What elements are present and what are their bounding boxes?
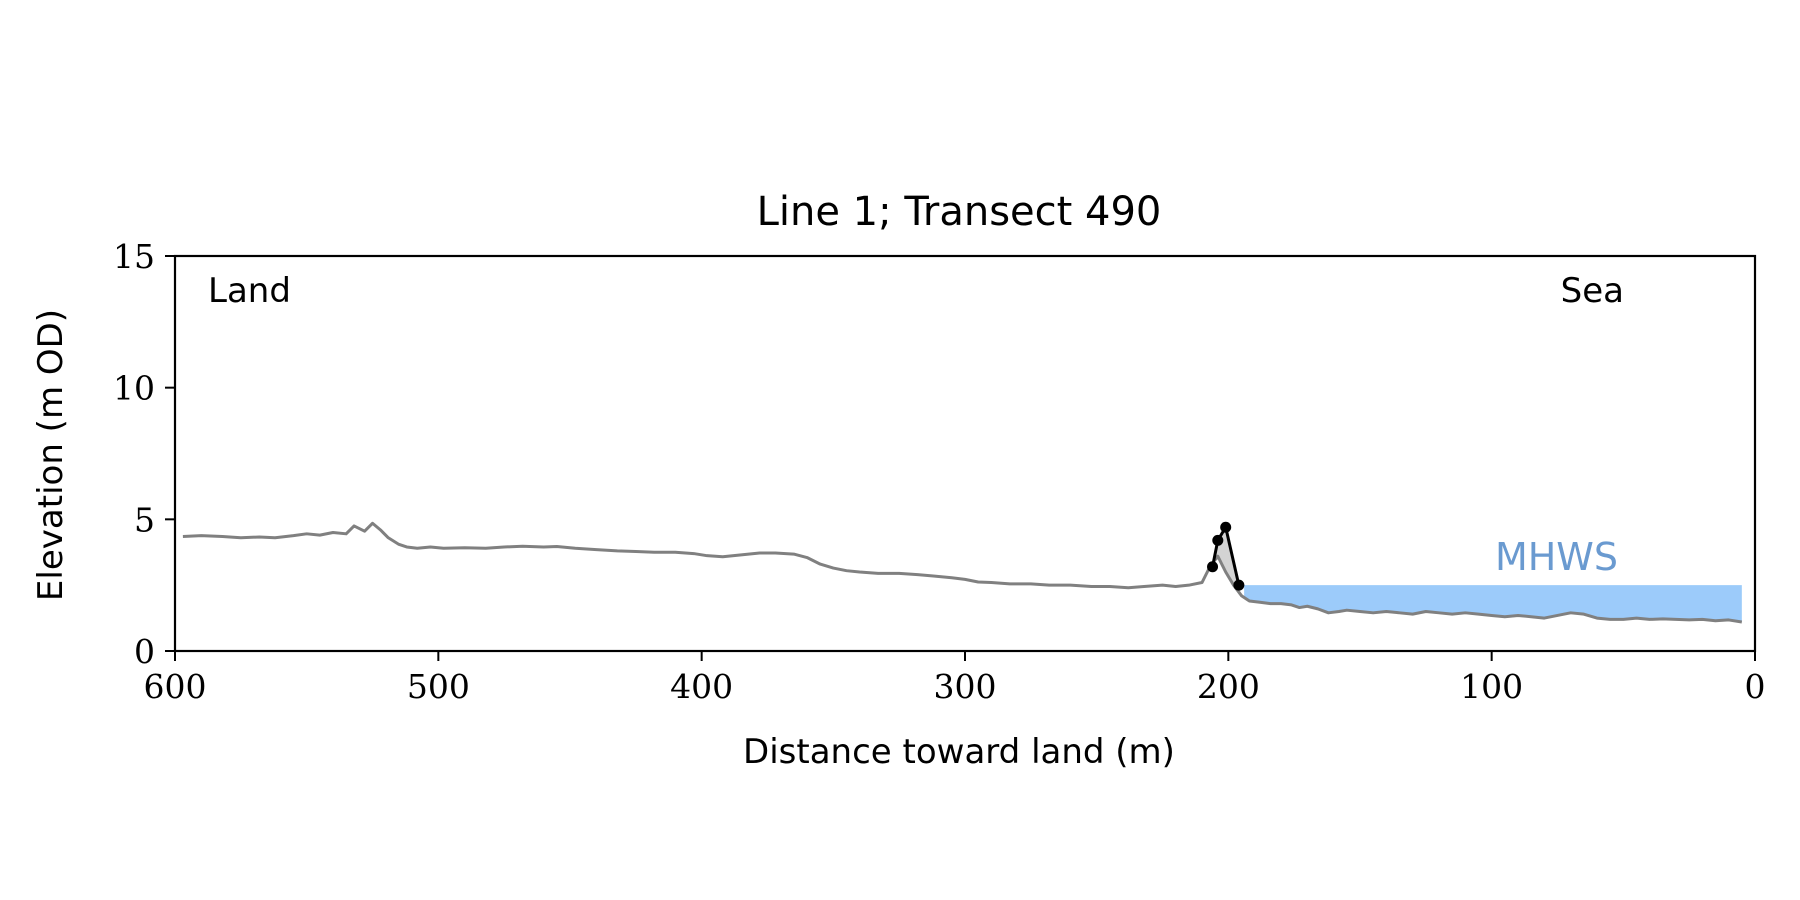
sea-label: Sea (1561, 271, 1624, 311)
y-axis-title: Elevation (m OD) (31, 309, 71, 601)
chart-title: Line 1; Transect 490 (757, 189, 1162, 235)
x-tick-label-400: 400 (670, 667, 733, 706)
y-tick-label-10: 10 (113, 369, 155, 408)
y-tick-label-0: 0 (134, 632, 155, 671)
x-tick-label-200: 200 (1197, 667, 1260, 706)
land-label: Land (208, 271, 291, 311)
dune-crest-line (1211, 523, 1241, 586)
x-tick-label-0: 0 (1745, 667, 1766, 706)
mhws-water-area (1244, 585, 1742, 623)
x-tick-label-300: 300 (934, 667, 997, 706)
dune-point-0 (1207, 561, 1219, 573)
x-tick-label-100: 100 (1460, 667, 1523, 706)
dune-point-3 (1233, 579, 1245, 591)
x-tick-label-500: 500 (407, 667, 470, 706)
dune-point-1 (1212, 534, 1224, 546)
plot-layer (182, 521, 1743, 624)
y-tick-label-15: 15 (113, 237, 155, 276)
x-axis-title: Distance toward land (m) (743, 732, 1175, 772)
x-tick-label-600: 600 (144, 667, 207, 706)
axes-layer: 600 500 400 300 200 100 0 0 5 10 15 (113, 237, 1766, 706)
y-tick-label-5: 5 (134, 500, 155, 539)
dune-point-2 (1220, 521, 1232, 533)
elevation-profile-line (182, 521, 1743, 624)
mhws-label: MHWS (1495, 535, 1618, 579)
